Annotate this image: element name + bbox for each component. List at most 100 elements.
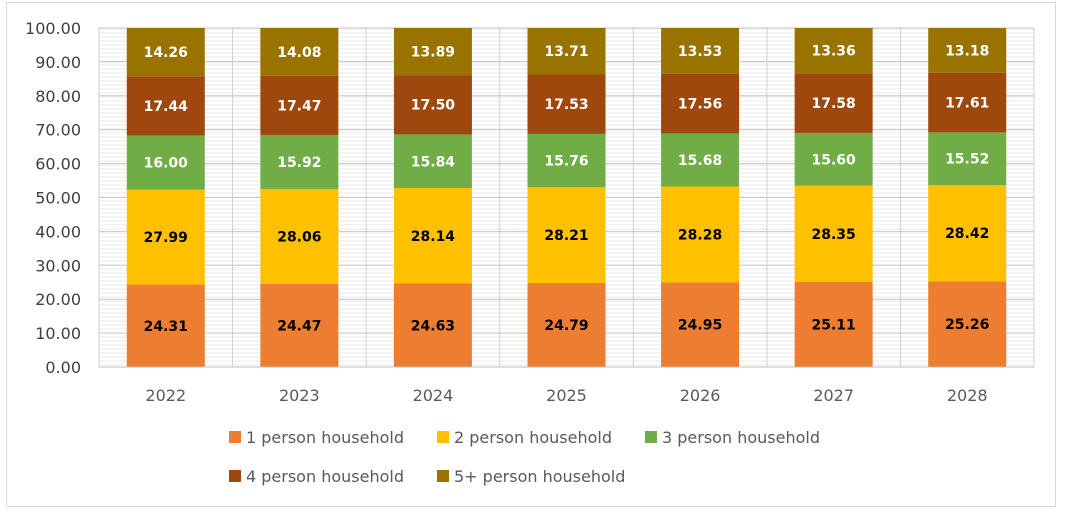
bar-segment bbox=[393, 134, 472, 189]
data-label: 17.47 bbox=[277, 98, 321, 114]
data-label: 17.56 bbox=[678, 97, 722, 113]
data-label: 13.71 bbox=[544, 44, 588, 60]
data-label: 24.95 bbox=[678, 318, 722, 334]
data-label: 15.92 bbox=[277, 155, 321, 171]
legend: 1 person household 2 person household 3 pe… bbox=[229, 428, 820, 486]
legend-label: 2 person household bbox=[454, 428, 612, 447]
bar-segment bbox=[260, 188, 339, 285]
bar-segment bbox=[126, 189, 205, 285]
bar-segment bbox=[527, 187, 606, 283]
data-label: 17.58 bbox=[811, 96, 855, 112]
x-tick-label: 2024 bbox=[413, 386, 454, 405]
bar-segment bbox=[661, 73, 740, 134]
bar-segment bbox=[928, 72, 1007, 133]
bar-segment bbox=[928, 281, 1007, 367]
data-label: 15.52 bbox=[945, 152, 989, 168]
data-label: 14.08 bbox=[277, 45, 321, 61]
bar-segment bbox=[928, 132, 1007, 186]
chart-frame: 24.31 27.99 16.00 17.44 14.26 24.47 28.06 15.92… bbox=[6, 2, 1056, 507]
data-label: 17.44 bbox=[144, 99, 189, 115]
y-tick-label: 100.00 bbox=[25, 19, 81, 38]
bar-segment bbox=[126, 135, 205, 190]
bar-segment bbox=[928, 185, 1007, 282]
x-tick-label: 2026 bbox=[680, 386, 721, 405]
y-tick-label: 60.00 bbox=[35, 155, 81, 174]
data-label: 13.36 bbox=[811, 44, 855, 60]
legend-swatch bbox=[437, 470, 449, 482]
bar-segment bbox=[661, 28, 740, 74]
bar-segment bbox=[794, 73, 873, 133]
x-tick-label: 2025 bbox=[546, 386, 587, 405]
bar-segment bbox=[527, 74, 606, 134]
data-label: 24.79 bbox=[544, 318, 588, 334]
data-label: 17.50 bbox=[411, 98, 456, 114]
data-label: 28.35 bbox=[811, 227, 855, 243]
bar-segment bbox=[661, 186, 740, 283]
legend-swatch bbox=[229, 470, 241, 482]
data-label: 25.11 bbox=[811, 317, 855, 333]
y-tick-label: 80.00 bbox=[35, 87, 81, 106]
bar-segment bbox=[260, 284, 339, 367]
bar-segment bbox=[393, 283, 472, 367]
bar-segment bbox=[527, 28, 606, 75]
bar-segment bbox=[527, 133, 606, 188]
data-label: 28.06 bbox=[277, 229, 321, 245]
bar-segment bbox=[794, 185, 873, 282]
x-axis: 2022 2023 2024 2025 2026 2027 2028 bbox=[99, 366, 1034, 405]
bars: 24.31 27.99 16.00 17.44 14.26 24.47 28.06 15.92… bbox=[126, 28, 1007, 367]
data-label: 15.84 bbox=[411, 154, 456, 170]
data-label: 17.61 bbox=[945, 96, 989, 112]
legend-swatch bbox=[437, 431, 449, 443]
x-tick-label: 2023 bbox=[279, 386, 320, 405]
bar-segment bbox=[126, 284, 205, 367]
y-tick-label: 20.00 bbox=[35, 290, 81, 309]
legend-swatch bbox=[229, 431, 241, 443]
data-label: 13.89 bbox=[411, 45, 455, 61]
data-label: 28.42 bbox=[945, 226, 989, 242]
y-tick-label: 0.00 bbox=[45, 358, 81, 377]
stacked-bar-chart: 24.31 27.99 16.00 17.44 14.26 24.47 28.06 15.92… bbox=[25, 19, 1035, 486]
data-label: 15.68 bbox=[678, 153, 722, 169]
y-tick-label: 40.00 bbox=[35, 222, 81, 241]
legend-label: 3 person household bbox=[662, 428, 820, 447]
data-label: 24.63 bbox=[411, 318, 455, 334]
bar-segment bbox=[928, 28, 1007, 73]
bar-segment bbox=[260, 75, 339, 135]
bar-segment bbox=[794, 28, 873, 74]
x-tick-label: 2027 bbox=[813, 386, 854, 405]
data-label: 15.60 bbox=[811, 152, 856, 168]
x-tick-label: 2022 bbox=[145, 386, 186, 405]
data-label: 16.00 bbox=[144, 156, 189, 172]
legend-label: 1 person household bbox=[246, 428, 404, 447]
data-label: 17.53 bbox=[544, 97, 588, 113]
bar-segment bbox=[661, 282, 740, 367]
data-label: 28.28 bbox=[678, 227, 722, 243]
bar-segment bbox=[393, 75, 472, 135]
data-label: 13.18 bbox=[945, 43, 989, 59]
data-label: 27.99 bbox=[144, 230, 188, 246]
data-label: 13.53 bbox=[678, 44, 722, 60]
bar-segment bbox=[126, 28, 205, 77]
data-label: 25.26 bbox=[945, 317, 989, 333]
bar-segment bbox=[661, 133, 740, 187]
bar-segment bbox=[794, 132, 873, 186]
y-tick-label: 50.00 bbox=[35, 189, 81, 208]
data-label: 15.76 bbox=[544, 154, 588, 170]
legend-label: 4 person household bbox=[246, 467, 404, 486]
y-tick-label: 10.00 bbox=[35, 324, 81, 343]
bar-segment bbox=[393, 28, 472, 76]
data-label: 28.21 bbox=[544, 228, 588, 244]
y-tick-label: 30.00 bbox=[35, 256, 81, 275]
data-label: 28.14 bbox=[411, 229, 456, 245]
y-tick-label: 70.00 bbox=[35, 121, 81, 140]
bar-segment bbox=[126, 76, 205, 136]
x-tick-label: 2028 bbox=[947, 386, 988, 405]
data-label: 14.26 bbox=[144, 45, 188, 61]
y-axis: 0.00 10.00 20.00 30.00 40.00 50.00 60.00 70.00 8… bbox=[25, 19, 81, 377]
bar-segment bbox=[794, 281, 873, 367]
data-label: 24.31 bbox=[144, 319, 188, 335]
bar-segment bbox=[260, 134, 339, 189]
bar-segment bbox=[260, 28, 339, 76]
legend-label: 5+ person household bbox=[454, 467, 625, 486]
data-label: 24.47 bbox=[277, 319, 321, 335]
